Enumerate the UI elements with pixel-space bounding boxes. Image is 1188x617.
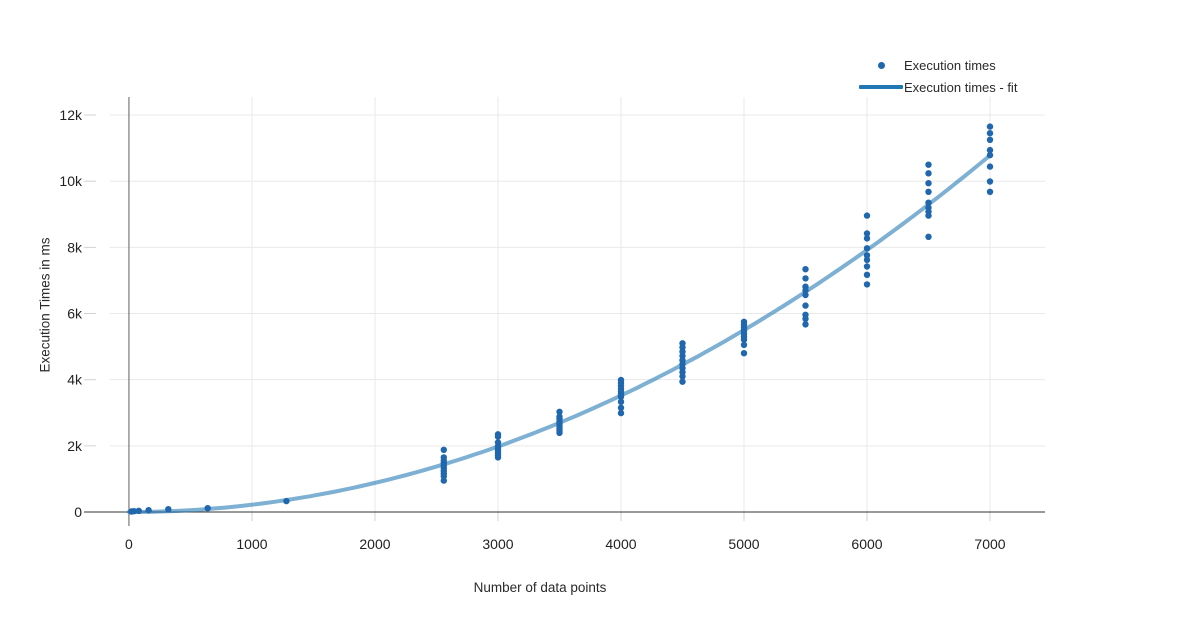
data-point[interactable] bbox=[863, 256, 871, 264]
data-point[interactable] bbox=[986, 163, 994, 170]
data-point[interactable] bbox=[740, 336, 748, 343]
data-point[interactable] bbox=[740, 350, 748, 357]
data-point[interactable] bbox=[925, 199, 932, 206]
y-tick-label: 4k bbox=[67, 372, 83, 388]
x-tick-label: 7000 bbox=[974, 536, 1005, 552]
legend-line-marker bbox=[858, 85, 904, 89]
data-point[interactable] bbox=[494, 433, 502, 440]
data-point[interactable] bbox=[556, 429, 563, 437]
data-point[interactable] bbox=[925, 212, 932, 219]
data-point[interactable] bbox=[494, 454, 502, 461]
legend-item-execution-times-fit[interactable]: Execution times - fit bbox=[858, 77, 1017, 97]
data-point[interactable] bbox=[802, 291, 809, 299]
data-point[interactable] bbox=[802, 287, 809, 294]
data-point[interactable] bbox=[556, 408, 563, 415]
data-point[interactable] bbox=[617, 409, 625, 417]
data-point[interactable] bbox=[740, 341, 748, 349]
y-tick-label: 8k bbox=[67, 239, 83, 255]
data-point[interactable] bbox=[802, 275, 809, 282]
x-tick-label: 6000 bbox=[851, 536, 882, 552]
y-tick-label: 2k bbox=[67, 438, 83, 454]
y-tick-label: 0 bbox=[74, 504, 82, 520]
data-point[interactable] bbox=[925, 161, 932, 168]
y-tick-label: 10k bbox=[59, 173, 83, 189]
legend-label-execution-times: Execution times bbox=[904, 57, 996, 73]
data-point[interactable] bbox=[986, 146, 994, 154]
data-point[interactable] bbox=[863, 235, 871, 242]
legend-item-execution-times[interactable]: Execution times bbox=[858, 55, 1017, 75]
data-point[interactable] bbox=[802, 266, 809, 273]
data-point[interactable] bbox=[986, 188, 994, 195]
data-point[interactable] bbox=[440, 446, 447, 453]
data-point[interactable] bbox=[165, 506, 172, 513]
data-point[interactable] bbox=[986, 151, 994, 159]
data-point[interactable] bbox=[863, 212, 871, 219]
x-tick-label: 0 bbox=[125, 536, 133, 552]
data-point[interactable] bbox=[283, 497, 290, 505]
data-point[interactable] bbox=[145, 507, 152, 514]
data-point[interactable] bbox=[135, 507, 142, 514]
data-point[interactable] bbox=[925, 170, 932, 177]
y-tick-label: 6k bbox=[67, 306, 83, 322]
data-point[interactable] bbox=[863, 245, 871, 252]
y-axis-title: Execution Times in ms bbox=[37, 237, 53, 373]
data-point[interactable] bbox=[863, 230, 871, 237]
data-point[interactable] bbox=[986, 130, 994, 137]
data-point[interactable] bbox=[617, 393, 625, 401]
data-point[interactable] bbox=[204, 505, 211, 512]
data-point[interactable] bbox=[617, 398, 625, 405]
data-point[interactable] bbox=[863, 252, 871, 259]
data-point[interactable] bbox=[986, 136, 994, 143]
legend-label-execution-times-fit: Execution times - fit bbox=[904, 79, 1018, 95]
data-point[interactable] bbox=[802, 321, 809, 328]
data-point[interactable] bbox=[925, 180, 932, 187]
data-point[interactable] bbox=[802, 315, 809, 322]
data-point[interactable] bbox=[863, 281, 871, 288]
data-point[interactable] bbox=[802, 302, 809, 309]
x-tick-label: 5000 bbox=[728, 536, 759, 552]
data-point[interactable] bbox=[863, 263, 871, 270]
data-point[interactable] bbox=[130, 508, 138, 515]
data-point[interactable] bbox=[440, 477, 447, 484]
data-point[interactable] bbox=[863, 271, 871, 278]
data-point[interactable] bbox=[986, 178, 994, 185]
data-point[interactable] bbox=[679, 378, 686, 385]
x-tick-label: 2000 bbox=[359, 536, 390, 552]
data-point[interactable] bbox=[679, 373, 686, 380]
fit-line[interactable] bbox=[126, 153, 992, 514]
x-tick-label: 3000 bbox=[482, 536, 513, 552]
data-point[interactable] bbox=[617, 404, 625, 411]
legend: Execution times Execution times - fit bbox=[858, 55, 1017, 97]
x-axis-title: Number of data points bbox=[473, 580, 607, 595]
x-tick-label: 1000 bbox=[236, 536, 267, 552]
y-tick-label: 12k bbox=[59, 107, 83, 123]
legend-dot-marker bbox=[858, 61, 904, 69]
data-point[interactable] bbox=[925, 233, 932, 240]
x-tick-label: 4000 bbox=[605, 536, 636, 552]
data-point[interactable] bbox=[986, 123, 994, 130]
data-point[interactable] bbox=[925, 188, 932, 195]
